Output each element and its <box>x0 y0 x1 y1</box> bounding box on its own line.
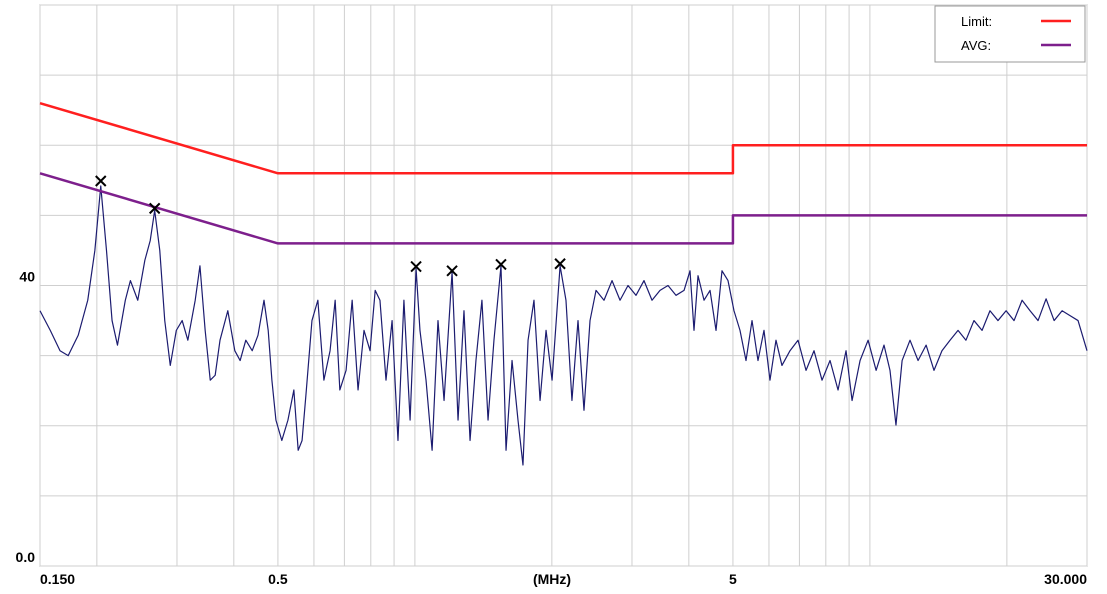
peak-marker <box>148 202 161 215</box>
x-tick-label: 5 <box>729 571 737 587</box>
line <box>39 172 1087 245</box>
x-axis-label: (MHz) <box>533 571 571 587</box>
peak-marker <box>554 258 566 270</box>
peak-marker <box>95 175 107 187</box>
legend-label: Limit: <box>961 14 992 29</box>
y-tick-label: 40 <box>19 269 35 285</box>
line <box>39 185 1088 466</box>
line <box>39 101 1087 175</box>
y-tick-label: 0.0 <box>16 549 36 565</box>
x-tick-label: 30.000 <box>1044 571 1087 587</box>
x-tick-label: 0.150 <box>40 571 75 587</box>
legend-box <box>934 5 1086 63</box>
peak-marker <box>410 260 422 273</box>
legend-label: AVG: <box>961 38 991 53</box>
peak-marker <box>495 258 507 271</box>
peak-marker <box>446 265 458 277</box>
legend: Limit: AVG: <box>934 5 1086 63</box>
x-tick-label: 0.5 <box>268 571 288 587</box>
